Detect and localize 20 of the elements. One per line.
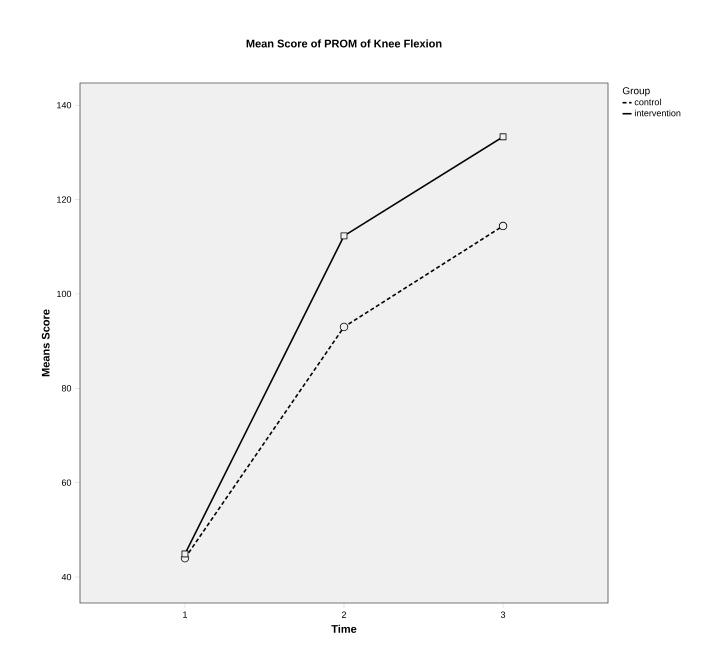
point — [498, 222, 508, 230]
legend-title: Group — [622, 87, 650, 96]
point — [340, 322, 348, 332]
x-tick-label: 2 — [342, 612, 346, 618]
y-axis-title: Means Score — [42, 309, 50, 376]
point — [500, 133, 506, 140]
legend-label: control — [634, 98, 661, 106]
chart-title: Mean Score of PROM of Knee Flexion — [246, 39, 442, 48]
y-tick-label: 40 — [62, 574, 72, 580]
legend-label: intervention — [634, 110, 680, 116]
y-tick-label: 100 — [57, 290, 72, 298]
point — [340, 232, 348, 240]
y-tick-label: 80 — [62, 385, 72, 392]
x-tick-label: 3 — [500, 612, 506, 618]
y-tick-label: 60 — [62, 479, 72, 486]
x-axis-title: Time — [331, 624, 356, 633]
x-tick-label: 1 — [183, 612, 188, 618]
point — [182, 550, 188, 558]
y-tick-label: 120 — [57, 196, 72, 203]
y-tick-label: 140 — [57, 102, 72, 108]
